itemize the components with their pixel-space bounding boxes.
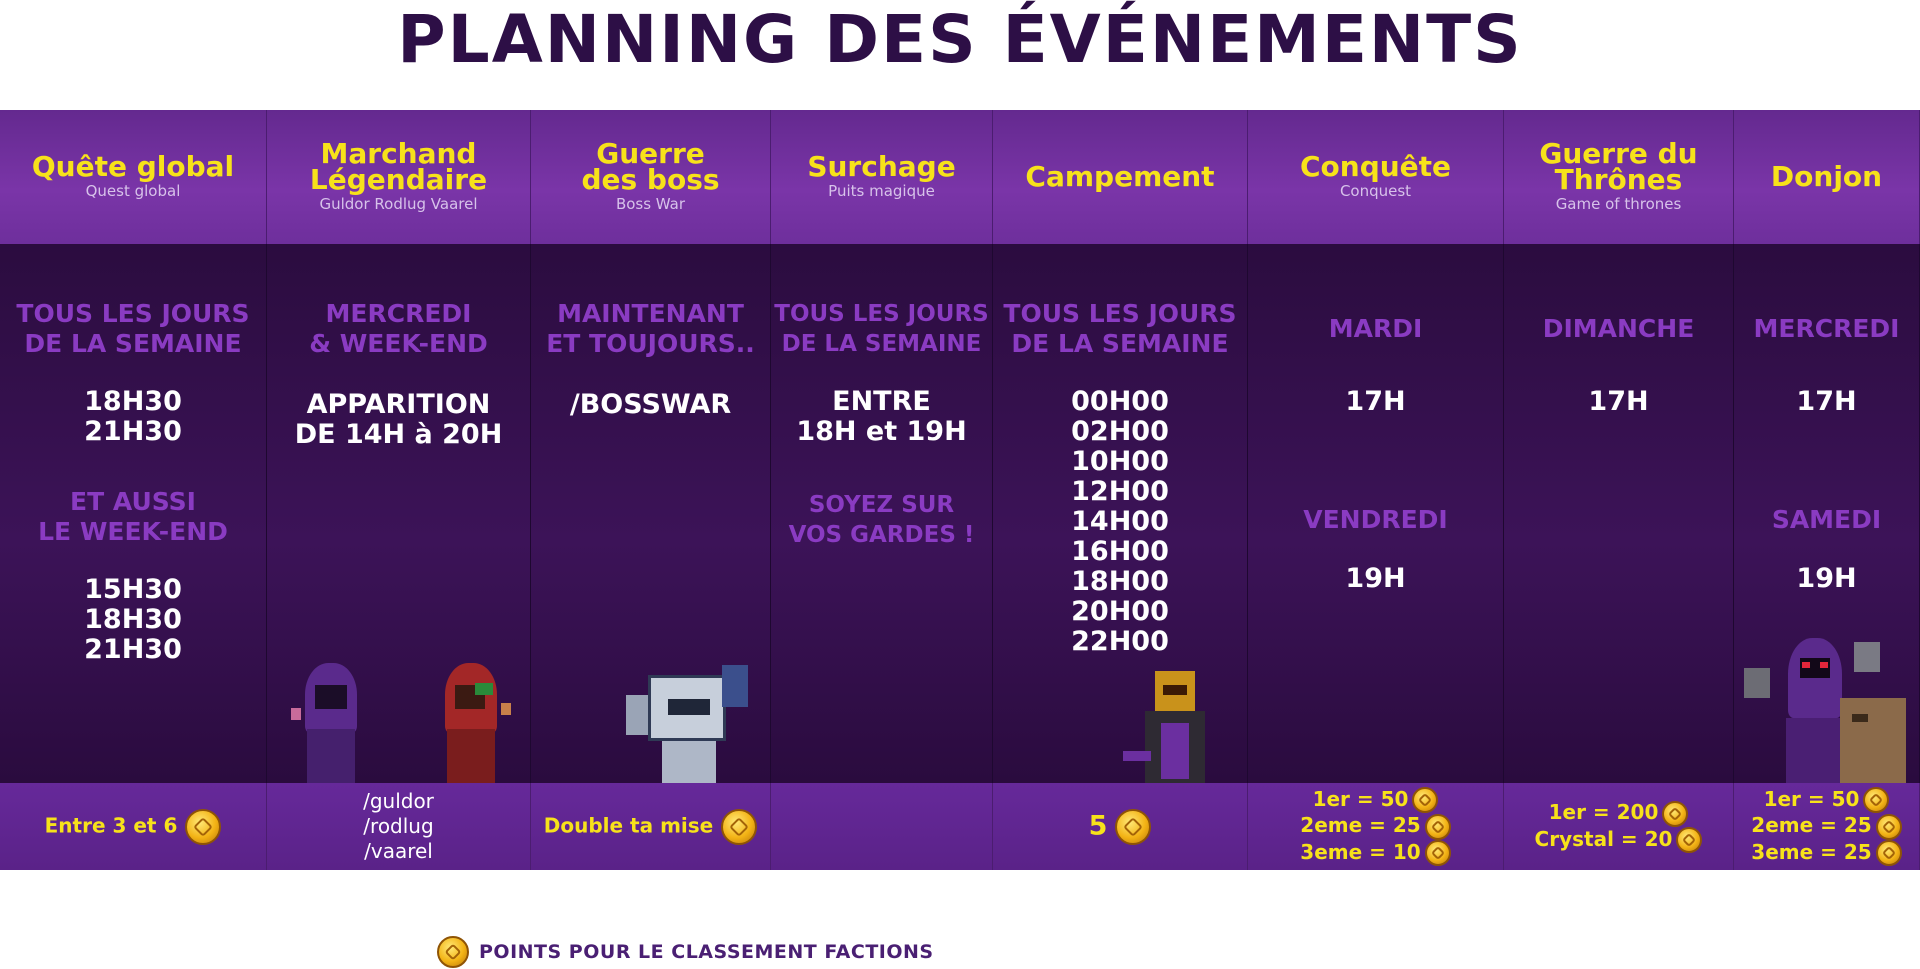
column-reward: 5 <box>993 783 1248 870</box>
coin-icon <box>1676 827 1703 853</box>
column-rewards: 1er = 50 2eme = 25 3eme = 25 <box>1734 783 1920 870</box>
column-header: Conquête Conquest <box>1248 110 1504 244</box>
column-reward: Entre 3 et 6 <box>0 783 267 870</box>
coin-icon <box>1863 787 1890 814</box>
column-body: MAINTENANT ET TOUJOURS.. /BOSSWAR <box>531 244 771 783</box>
schedule-times: APPARITION DE 14H à 20H <box>294 389 503 450</box>
column-subtitle: Conquest <box>1339 182 1412 200</box>
column-header: Donjon <box>1734 110 1920 244</box>
merchant-rodlug-illustration <box>427 663 517 783</box>
column-quete-global: Quête global Quest global TOUS LES JOURS… <box>0 110 267 870</box>
column-header: Quête global Quest global <box>0 110 267 244</box>
column-donjon: Donjon MERCREDI 17H SAMEDI 19H 1er = 50 … <box>1734 110 1920 870</box>
column-subtitle: Puits magique <box>828 182 935 200</box>
coin-icon <box>1875 813 1902 840</box>
column-campement: Campement TOUS LES JOURS DE LA SEMAINE 00… <box>993 110 1248 870</box>
column-body: TOUS LES JOURS DE LA SEMAINE 18H30 21H30 E… <box>0 244 267 783</box>
schedule-day-1: MARDI <box>1328 314 1423 343</box>
coin-icon <box>185 808 222 845</box>
schedule-time-1: 17H <box>1588 386 1649 417</box>
column-marchand-legendaire: Marchand Légendaire Guldor Rodlug Vaarel … <box>267 110 531 870</box>
column-body: MERCREDI & WEEK-END APPARITION DE 14H à 20… <box>267 244 531 783</box>
column-conquete: Conquête Conquest MARDI 17H VENDREDI 19H… <box>1248 110 1504 870</box>
coin-icon <box>1115 808 1152 845</box>
boss-golem-illustration <box>626 665 756 783</box>
schedule-time-1: 17H <box>1796 386 1857 417</box>
schedule-times: 00H00 02H00 10H00 12H00 14H00 16H00 18H00 20H00… <box>1071 386 1169 657</box>
column-guerre-du-thrones: Guerre du Thrônes Game of thrones DIMANCH… <box>1504 110 1734 870</box>
faction-point-coin-icon <box>437 936 469 968</box>
schedule-times: 18H30 21H30 <box>84 386 182 447</box>
column-body: TOUS LES JOURS DE LA SEMAINE ENTRE 18H et … <box>771 244 993 783</box>
column-rewards: 1er = 200 Crystal = 20 <box>1504 783 1734 870</box>
coin-icon <box>721 808 758 845</box>
column-guerre-des-boss: Guerre des boss Boss War MAINTENANT ET TOU… <box>531 110 771 870</box>
schedule-warning: SOYEZ SUR VOS GARDES ! <box>788 492 975 548</box>
schedule-days: MERCREDI & WEEK-END <box>309 299 488 358</box>
column-title: Campement <box>1025 160 1215 193</box>
column-reward <box>771 783 993 870</box>
coin-icon <box>1875 840 1902 867</box>
schedule-day-2: SAMEDI <box>1771 505 1882 534</box>
camp-warrior-illustration <box>1123 671 1223 783</box>
coin-icon <box>1424 840 1451 867</box>
column-title: Guerre des boss <box>581 137 720 196</box>
coin-icon <box>1412 787 1439 814</box>
column-subtitle: Guldor Rodlug Vaarel <box>319 195 478 213</box>
schedule-days: TOUS LES JOURS DE LA SEMAINE <box>774 301 989 357</box>
column-title: Marchand Légendaire <box>309 137 488 196</box>
column-subtitle: Quest global <box>85 182 181 200</box>
legend-text: POINTS POUR LE CLASSEMENT FACTIONS <box>479 941 934 963</box>
coin-icon <box>1662 800 1689 827</box>
column-header: Campement <box>993 110 1248 244</box>
column-body: MERCREDI 17H SAMEDI 19H <box>1734 244 1920 783</box>
column-surchage: Surchage Puits magique TOUS LES JOURS DE … <box>771 110 993 870</box>
column-reward: Double ta mise <box>531 783 771 870</box>
legend: POINTS POUR LE CLASSEMENT FACTIONS <box>437 935 934 969</box>
column-commands: /guldor/rodlug/vaarel <box>267 783 531 870</box>
page-title: PLANNING DES ÉVÉNEMENTS <box>397 1 1523 78</box>
column-header: Guerre du Thrônes Game of thrones <box>1504 110 1734 244</box>
event-schedule-board: Quête global Quest global TOUS LES JOURS… <box>0 110 1920 870</box>
schedule-days-extra: ET AUSSI LE WEEK-END <box>38 487 228 546</box>
schedule-time-1: 17H <box>1345 386 1406 417</box>
coin-icon <box>1424 813 1451 840</box>
column-header: Guerre des boss Boss War <box>531 110 771 244</box>
column-header: Marchand Légendaire Guldor Rodlug Vaarel <box>267 110 531 244</box>
column-title: Donjon <box>1770 160 1883 193</box>
schedule-command: /BOSSWAR <box>569 389 732 420</box>
column-subtitle: Game of thrones <box>1555 195 1682 213</box>
merchant-guldor-illustration <box>285 663 375 783</box>
schedule-day-1: MERCREDI <box>1753 314 1900 343</box>
column-title: Surchage <box>807 150 956 183</box>
schedule-day-1: DIMANCHE <box>1542 314 1695 343</box>
schedule-days: MAINTENANT ET TOUJOURS.. <box>546 299 755 358</box>
column-rewards: 1er = 50 2eme = 25 3eme = 10 <box>1248 783 1504 870</box>
schedule-days: TOUS LES JOURS DE LA SEMAINE <box>1003 299 1237 358</box>
column-body: DIMANCHE 17H <box>1504 244 1734 783</box>
column-header: Surchage Puits magique <box>771 110 993 244</box>
schedule-days: TOUS LES JOURS DE LA SEMAINE <box>16 299 250 358</box>
schedule-time-2: 19H <box>1345 563 1406 594</box>
column-title: Conquête <box>1299 150 1452 183</box>
column-title: Guerre du Thrônes <box>1539 137 1698 196</box>
schedule-times: ENTRE 18H et 19H <box>796 386 967 447</box>
column-title: Quête global <box>31 150 235 183</box>
schedule-times-extra: 15H30 18H30 21H30 <box>84 574 182 665</box>
column-body: TOUS LES JOURS DE LA SEMAINE 00H00 02H00 10… <box>993 244 1248 783</box>
schedule-time-2: 19H <box>1796 563 1857 594</box>
schedule-day-2: VENDREDI <box>1303 505 1448 534</box>
column-subtitle: Boss War <box>615 195 686 213</box>
column-body: MARDI 17H VENDREDI 19H <box>1248 244 1504 783</box>
dungeon-monsters-illustration <box>1744 638 1920 783</box>
